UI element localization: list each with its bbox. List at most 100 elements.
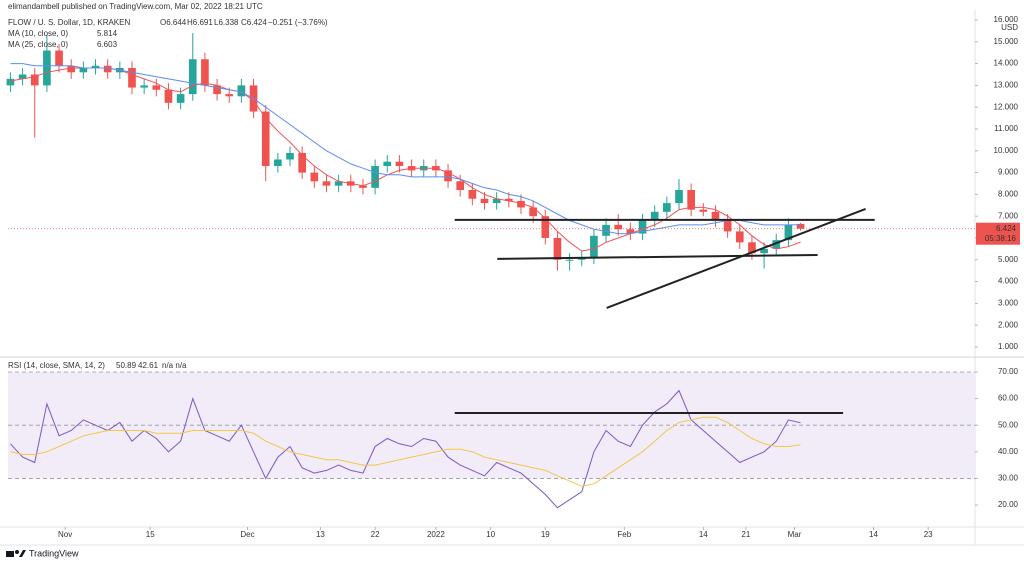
- candle-body: [140, 85, 148, 88]
- candle-body: [760, 248, 768, 254]
- candle-body: [772, 240, 781, 249]
- x-tick-label: 2022: [427, 530, 445, 539]
- y-tick-label: 11.000: [994, 124, 1018, 133]
- candle-body: [456, 181, 465, 191]
- legend-name: MA (10, close, 0): [8, 29, 68, 38]
- y-tick-label: 7.000: [998, 211, 1019, 220]
- candle-body: [784, 224, 793, 241]
- candle-body: [663, 203, 671, 212]
- candle-body: [6, 78, 15, 86]
- x-tick-label: Nov: [58, 530, 72, 539]
- y-tick-label: 8.000: [998, 189, 1019, 198]
- candle-body: [748, 242, 756, 254]
- candle-body: [638, 220, 647, 234]
- candle-body: [201, 59, 209, 86]
- candle-body: [164, 89, 173, 103]
- candle-body: [213, 85, 221, 95]
- y-tick-label: 20.00: [998, 500, 1019, 509]
- candle-body: [541, 216, 550, 238]
- rsi-extra: n/a n/a: [162, 361, 187, 370]
- candle-body: [480, 198, 489, 204]
- footer-brand: TradingView: [29, 548, 79, 558]
- x-tick-label: Dec: [240, 530, 254, 539]
- candle-body: [274, 159, 282, 167]
- x-tick-label: 22: [371, 530, 380, 539]
- candle-body: [18, 74, 27, 79]
- rsi-value: 50.89: [116, 361, 137, 370]
- y-tick-label: 60.00: [998, 394, 1019, 403]
- candle-body: [310, 172, 319, 182]
- y-tick-label: 15.000: [994, 37, 1019, 46]
- x-tick-label: 10: [486, 530, 495, 539]
- candle-body: [504, 198, 513, 201]
- candle-body: [711, 211, 720, 221]
- countdown: 05:38:16: [985, 234, 1017, 243]
- y-tick-label: 5.000: [998, 255, 1019, 264]
- y-tick-label: 1.000: [998, 342, 1019, 351]
- candle-body: [79, 67, 88, 73]
- candle-body: [735, 231, 744, 243]
- candle-body: [286, 152, 294, 160]
- y-tick-label: 50.00: [998, 420, 1019, 429]
- candle-body: [128, 67, 136, 88]
- x-tick-label: Mar: [788, 530, 802, 539]
- candle-body: [371, 166, 379, 188]
- candle-body: [55, 50, 63, 66]
- ohlc-text: O6.644: [160, 18, 187, 27]
- candle-body: [103, 65, 112, 73]
- x-tick-label: 14: [699, 530, 708, 539]
- y-tick-label: 2.000: [998, 320, 1019, 329]
- rsi-line: [10, 389, 801, 509]
- candle-body: [359, 185, 367, 188]
- ohlc-text: −0.251 (−3.76%): [268, 18, 328, 27]
- candle-body: [67, 65, 76, 73]
- candle-body: [553, 237, 562, 260]
- x-tick-label: 19: [541, 530, 550, 539]
- rsi-line: [10, 416, 801, 487]
- ohlc-text: H6.691: [187, 18, 213, 27]
- y-tick-label: 70.00: [998, 367, 1019, 376]
- candle-body: [395, 161, 404, 167]
- candle-body: [796, 223, 805, 229]
- candle-body: [602, 224, 610, 236]
- candle-body: [614, 224, 623, 230]
- candle-body: [565, 259, 574, 261]
- ohlc-text: L6.338: [214, 18, 239, 27]
- price-label-box: [976, 222, 1020, 245]
- candle-body: [723, 220, 732, 232]
- candle-body: [444, 170, 452, 182]
- candle-body: [492, 198, 501, 204]
- y-tick-label: 16.000: [994, 15, 1019, 24]
- x-tick-label: 21: [741, 530, 750, 539]
- candle-body: [188, 59, 197, 95]
- x-tick-label: 14: [869, 530, 878, 539]
- ma-line: [10, 63, 801, 235]
- x-tick-label: 23: [924, 530, 933, 539]
- trend-line: [606, 208, 866, 309]
- candle-body: [225, 94, 234, 97]
- y-tick-label: 9.000: [998, 168, 1019, 177]
- rsi-value: 42.61: [138, 361, 159, 370]
- y-tick-label: 12.000: [994, 102, 1019, 111]
- candle-body: [237, 85, 246, 97]
- candle-body: [43, 50, 51, 86]
- x-tick-label: Feb: [617, 530, 631, 539]
- candle-body: [298, 152, 307, 173]
- candle-body: [468, 190, 477, 199]
- published-by: elimandambell published on TradingView.c…: [8, 2, 263, 11]
- candle-body: [529, 207, 537, 217]
- x-tick-label: 13: [316, 530, 325, 539]
- y-tick-label: 10.000: [994, 146, 1019, 155]
- trend-line: [497, 253, 818, 260]
- y-tick-label: 40.00: [998, 447, 1019, 456]
- legend-value: 6.603: [97, 40, 118, 49]
- candle-body: [687, 190, 695, 210]
- candle-body: [30, 74, 39, 86]
- candle-body: [675, 190, 683, 204]
- y-tick-label: 30.00: [998, 474, 1019, 483]
- y-tick-label: 4.000: [998, 277, 1019, 286]
- candle-body: [334, 181, 343, 186]
- legend-value: 5.814: [97, 29, 118, 38]
